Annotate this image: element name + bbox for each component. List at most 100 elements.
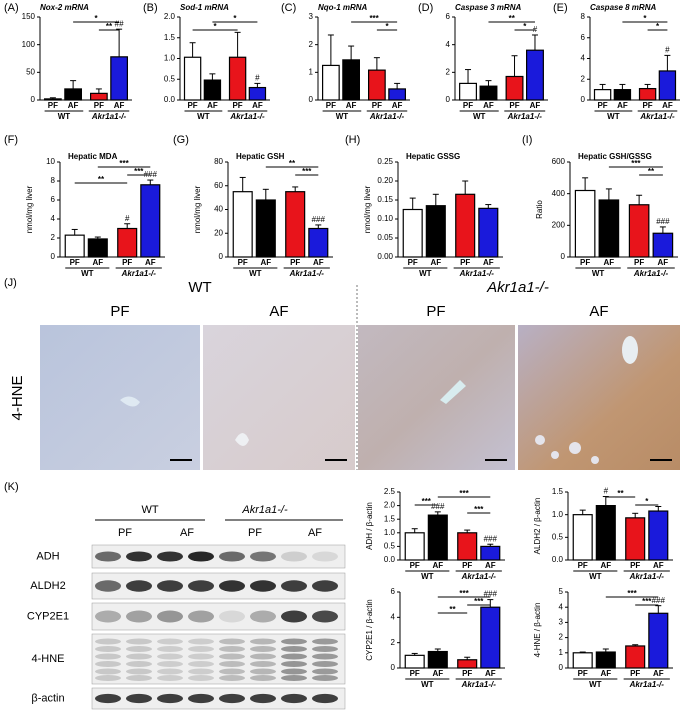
significance-label: # <box>533 25 538 34</box>
group-label: Akr1a1-/- <box>369 112 405 121</box>
bar <box>505 75 524 101</box>
column-label: AF <box>180 527 194 539</box>
row-label: CYP2E1 <box>27 610 69 622</box>
significance-label: # <box>255 74 260 83</box>
x-tick-label: AF <box>483 101 494 110</box>
blot-band <box>126 661 152 667</box>
panel-label: (H) <box>345 134 360 146</box>
x-tick-label: PF <box>578 669 588 678</box>
y-axis-label: nmol/mg liver <box>25 185 34 233</box>
blot-band <box>312 551 338 562</box>
blot-band <box>188 693 214 704</box>
y-tick-label: 4 <box>581 54 586 63</box>
y-tick-label: 1 <box>559 648 564 657</box>
x-tick-label: AF <box>485 561 496 570</box>
group-label: WT <box>589 572 602 581</box>
panel-label: (E) <box>553 2 568 14</box>
y-tick-label: 2 <box>559 633 564 642</box>
blot-band <box>219 580 245 592</box>
bar <box>595 651 616 669</box>
bar <box>404 532 425 561</box>
group-label: WT <box>197 112 210 121</box>
y-tick-label: 0.10 <box>377 214 393 223</box>
x-tick-label: AF <box>260 258 271 267</box>
x-tick-label: AF <box>604 258 615 267</box>
x-tick-label: PF <box>232 101 242 110</box>
significance-label: ** <box>449 605 456 614</box>
y-tick-label: 0 <box>581 95 586 104</box>
significance-label: ### <box>312 215 326 224</box>
significance-label: *** <box>631 159 641 168</box>
x-tick-label: PF <box>70 258 80 267</box>
blot-band <box>188 675 214 681</box>
y-axis-label: CYP2E1 / β-actin <box>365 599 374 661</box>
significance-label: *** <box>627 589 637 598</box>
blot-band <box>312 693 338 704</box>
panel-label: (A) <box>4 2 19 14</box>
bar <box>64 88 82 101</box>
y-tick-label: 0.00 <box>377 252 393 261</box>
significance-label: *** <box>459 489 469 498</box>
significance-label: * <box>645 497 649 506</box>
bar <box>322 64 340 101</box>
vacuole <box>551 451 559 459</box>
blot-band <box>157 610 183 623</box>
group-label: Akr1a1-/- <box>461 680 497 689</box>
x-tick-label: PF <box>410 669 420 678</box>
y-tick-label: 2 <box>51 233 56 242</box>
bar <box>232 191 253 258</box>
blot-band <box>95 675 121 681</box>
vacuole <box>591 456 599 464</box>
x-tick-label: PF <box>48 101 58 110</box>
y-tick-label: 2 <box>446 67 451 76</box>
chart-title: Hepatic MDA <box>68 152 118 161</box>
bar <box>648 510 669 561</box>
significance-label: ### <box>652 596 666 605</box>
chart-title: Sod-1 mRNA <box>180 3 229 12</box>
vessel <box>622 336 638 364</box>
x-tick-label: PF <box>642 101 652 110</box>
significance-label: *** <box>422 497 432 506</box>
y-tick-label: 0 <box>309 95 314 104</box>
bar <box>613 89 632 101</box>
x-tick-label: AF <box>114 101 125 110</box>
blot-band <box>312 668 338 675</box>
blot-band <box>312 638 338 645</box>
y-tick-label: 100 <box>22 40 36 49</box>
y-tick-label: 4 <box>446 40 451 49</box>
y-tick-label: 50 <box>26 67 35 76</box>
x-tick-label: PF <box>462 561 472 570</box>
x-tick-label: AF <box>313 258 324 267</box>
x-tick-label: AF <box>392 101 403 110</box>
y-axis-label: nmol/mg liver <box>193 185 202 233</box>
blot-band <box>281 580 307 592</box>
bar <box>110 56 128 101</box>
column-label: AF <box>308 527 322 539</box>
bar <box>625 645 646 669</box>
western-blot <box>91 544 346 710</box>
panel-label: (J) <box>4 277 17 289</box>
vacuole <box>569 442 581 454</box>
y-tick-label: 2.0 <box>164 12 176 21</box>
x-tick-label: AF <box>145 258 156 267</box>
y-tick-label: 0.15 <box>377 195 393 204</box>
group-label: WT <box>336 112 349 121</box>
blot-band <box>95 646 121 652</box>
bar <box>404 654 425 669</box>
blot-band <box>250 668 276 675</box>
significance-label: ### <box>144 170 158 179</box>
y-tick-label: 0.0 <box>164 95 176 104</box>
blot-band <box>250 638 276 645</box>
x-tick-label: AF <box>653 561 664 570</box>
y-axis-label: nmol/mg liver <box>363 185 372 233</box>
blot-band <box>281 638 307 645</box>
group-label: WT <box>473 112 486 121</box>
blot-band <box>157 661 183 667</box>
x-tick-label: AF <box>430 258 441 267</box>
bar <box>427 514 448 561</box>
blot-band <box>250 675 276 681</box>
x-tick-label: PF <box>94 101 104 110</box>
blot-band <box>281 551 307 562</box>
bar <box>203 79 222 101</box>
significance-label: # <box>604 487 609 496</box>
